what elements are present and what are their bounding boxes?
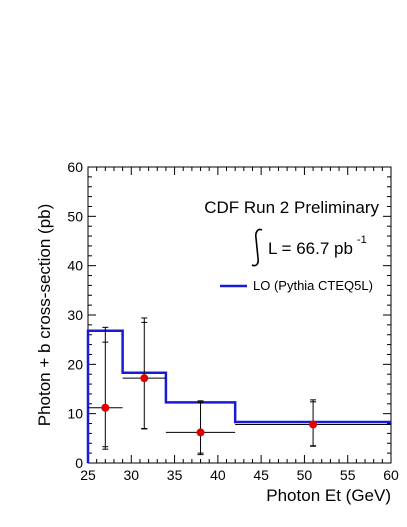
y-tick-label: 60 (67, 159, 83, 175)
data-point (140, 374, 149, 383)
x-axis-title: Photon Et (GeV) (266, 486, 391, 505)
y-tick-label: 0 (75, 455, 83, 471)
x-tick-label: 35 (167, 467, 183, 483)
y-axis-title: Photon + b cross-section (pb) (35, 204, 54, 427)
y-tick-label: 10 (67, 406, 83, 422)
x-tick-label: 30 (123, 467, 139, 483)
x-tick-label: 45 (253, 467, 269, 483)
data-point (101, 403, 110, 412)
legend-label: LO (Pythia CTEQ5L) (253, 278, 373, 293)
luminosity-label: L = 66.7 pb (268, 239, 353, 258)
x-tick-label: 55 (340, 467, 356, 483)
y-tick-label: 40 (67, 258, 83, 274)
data-points-series (88, 317, 391, 456)
y-tick-label: 30 (67, 307, 83, 323)
data-point (196, 428, 205, 437)
lo-step-line (86, 329, 391, 463)
x-axis-ticks: 25 30 35 40 45 50 55 60 (80, 167, 399, 483)
experiment-label: CDF Run 2 Preliminary (204, 198, 379, 217)
y-tick-label: 50 (67, 208, 83, 224)
integral-icon (251, 228, 263, 267)
x-tick-label: 25 (80, 467, 96, 483)
data-point (309, 420, 318, 429)
x-tick-label: 50 (297, 467, 313, 483)
x-tick-label: 60 (383, 467, 399, 483)
lo-pythia-series (86, 329, 391, 463)
x-tick-label: 40 (210, 467, 226, 483)
y-tick-label: 20 (67, 356, 83, 372)
luminosity-exponent: -1 (357, 234, 367, 246)
